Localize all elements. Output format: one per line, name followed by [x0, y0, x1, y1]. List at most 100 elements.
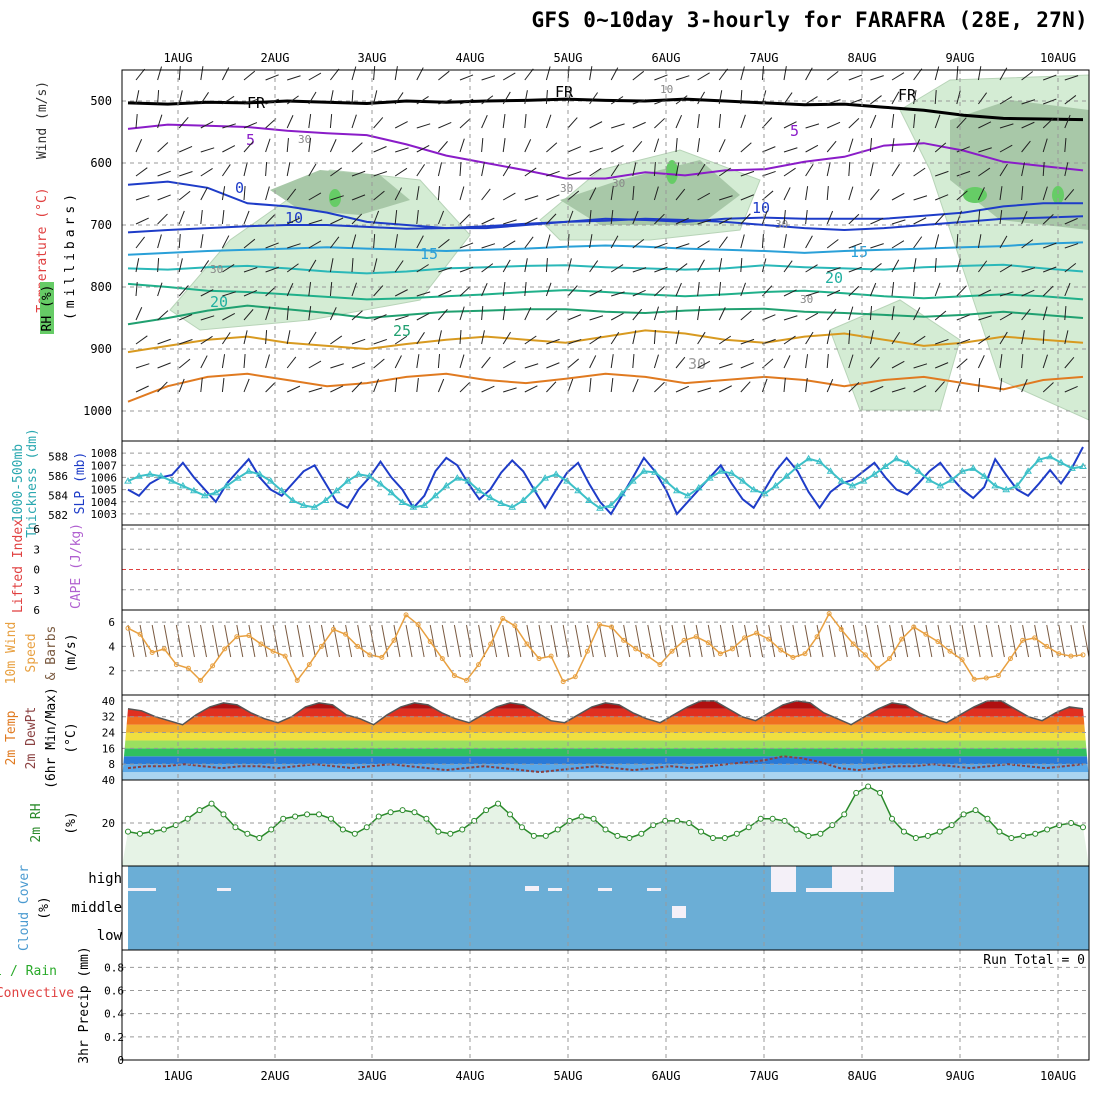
wind-barb — [330, 217, 344, 225]
pressure-tick: 900 — [90, 342, 112, 356]
wind-barb-10m — [937, 624, 945, 658]
contour-label: FR — [555, 83, 574, 101]
wind-barb — [308, 138, 312, 153]
wind-barb — [956, 210, 962, 225]
wind-barb — [265, 138, 271, 153]
wind-barb — [653, 138, 660, 153]
wind-barb — [1064, 95, 1077, 105]
wind-barb-10m — [792, 624, 800, 658]
isotherm-line — [127, 215, 1084, 234]
wind-barb — [826, 378, 834, 393]
wind-barb — [1043, 98, 1057, 105]
isotherm-line — [127, 263, 1084, 275]
thickness-point — [233, 474, 242, 481]
wind-barb — [762, 170, 776, 177]
wind-barb — [999, 291, 1014, 297]
contour-label: 30 — [612, 177, 625, 190]
wind-barb — [653, 329, 656, 345]
wind-barb — [740, 194, 754, 201]
wind-barb — [222, 313, 236, 321]
wind-speed-point — [935, 639, 941, 645]
wind-barb-10m — [187, 624, 195, 658]
wind-barb — [394, 187, 403, 201]
wind-barb — [826, 308, 837, 321]
cloud-cover-area — [128, 866, 1089, 950]
thickness-point — [321, 496, 330, 503]
wind-speed-point — [1020, 637, 1026, 643]
wind-barb — [157, 282, 163, 297]
wind-barb-10m — [695, 624, 703, 658]
wind-barb — [373, 146, 387, 153]
wind-barb — [870, 356, 880, 369]
wind-barb — [243, 186, 246, 201]
wind-barb — [891, 192, 905, 201]
wind-barb — [956, 338, 971, 345]
wind-barb — [373, 314, 387, 321]
wind-barb — [697, 306, 701, 321]
wind-speed-point — [1080, 652, 1086, 658]
wind-speed-point — [463, 677, 469, 683]
wind-barb — [848, 117, 860, 129]
wind-barb — [438, 122, 452, 129]
wind-barb — [913, 68, 923, 81]
wind-barb — [308, 387, 323, 393]
wind-barb — [956, 170, 971, 177]
temp-tick: 8 — [108, 758, 115, 771]
wind-barb — [243, 141, 254, 153]
wind-barb — [1021, 354, 1024, 369]
wind-barb-10m — [514, 624, 522, 658]
wind-speed-point — [403, 612, 409, 618]
wind-barb — [567, 358, 579, 369]
wind-barb — [222, 291, 236, 297]
wind-speed-point — [161, 646, 167, 652]
wind-barb — [243, 122, 258, 129]
wind-barb — [1042, 306, 1048, 321]
wind-barb — [848, 306, 854, 321]
wind-barb — [762, 146, 776, 153]
thickness-point — [475, 486, 484, 494]
thickness-point — [266, 477, 275, 484]
rh2m-point — [733, 830, 740, 837]
ylabel-precip-convective: Convective — [0, 986, 74, 1001]
cloud-level-label: high — [88, 871, 122, 887]
wind-barb — [330, 335, 343, 345]
wind-barb — [265, 162, 268, 177]
wind-barb — [330, 385, 344, 393]
rh-shade-dark — [560, 160, 740, 225]
wind-barb — [675, 306, 678, 321]
wind-barb — [524, 139, 532, 153]
wind-speed-point — [911, 624, 917, 630]
wind-barb — [762, 338, 776, 345]
wind-barb — [1043, 266, 1057, 273]
temp-tick: 32 — [102, 711, 115, 724]
wind-barb — [459, 118, 471, 129]
wind-barb — [567, 66, 570, 81]
date-label-top: 8AUG — [848, 51, 877, 65]
ylabel-cape: CAPE (J/kg) — [69, 523, 84, 609]
wind-barb — [265, 286, 277, 297]
wind-speed-point — [681, 637, 687, 643]
isotherm-line — [127, 304, 1084, 326]
wind-speed-point — [826, 611, 832, 617]
wind-barb — [416, 332, 425, 345]
wind-speed-point — [1032, 635, 1038, 641]
wind-barb — [999, 96, 1013, 105]
ylabel-wind: Wind (m/s) — [35, 81, 50, 159]
wind-barb — [999, 210, 1003, 225]
slp-tick: 1005 — [91, 484, 118, 497]
wind-barb-10m — [405, 624, 413, 658]
thickness-point — [497, 499, 506, 506]
wind-barb — [869, 162, 874, 177]
thickness-point — [596, 504, 604, 511]
wind-barb — [999, 235, 1008, 249]
wind-barb — [783, 289, 797, 297]
wind-speed-point — [488, 641, 494, 647]
wind-barb — [567, 210, 574, 225]
wind-barb — [481, 95, 494, 105]
wind-speed-point — [548, 653, 554, 659]
wind-speed-point — [270, 648, 276, 654]
ylabel-rh2m: 2m RH — [29, 803, 44, 842]
wind-barb — [697, 387, 712, 393]
wind-barb — [848, 354, 854, 369]
isotherm-line — [127, 180, 1083, 230]
